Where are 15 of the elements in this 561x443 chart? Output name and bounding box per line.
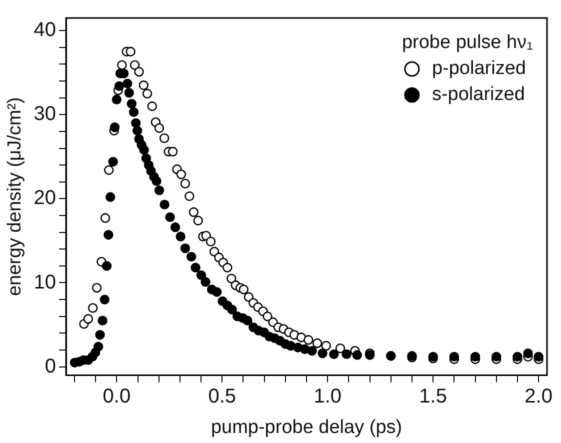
y-tick-label: 20 (34, 187, 56, 210)
x-axis-title: pump-probe delay (ps) (210, 416, 402, 438)
legend-title: probe pulse hν₁ (402, 32, 534, 54)
y-axis-title: energy density (μJ/cm²) (4, 97, 26, 296)
y-tick-label: 40 (34, 19, 56, 42)
legend-label: s-polarized (432, 84, 525, 106)
x-tick-label: 0.5 (208, 386, 236, 408)
legend-label: p-polarized (432, 58, 526, 80)
x-tick-label: 0.0 (102, 386, 131, 408)
x-tick-label: 2.0 (524, 386, 552, 408)
y-tick-label: 10 (34, 271, 56, 294)
y-tick-label: 30 (34, 103, 56, 126)
x-tick-label: 1.5 (419, 386, 447, 408)
x-tick-label: 1.0 (314, 386, 342, 408)
y-tick-label: 0 (44, 355, 56, 378)
